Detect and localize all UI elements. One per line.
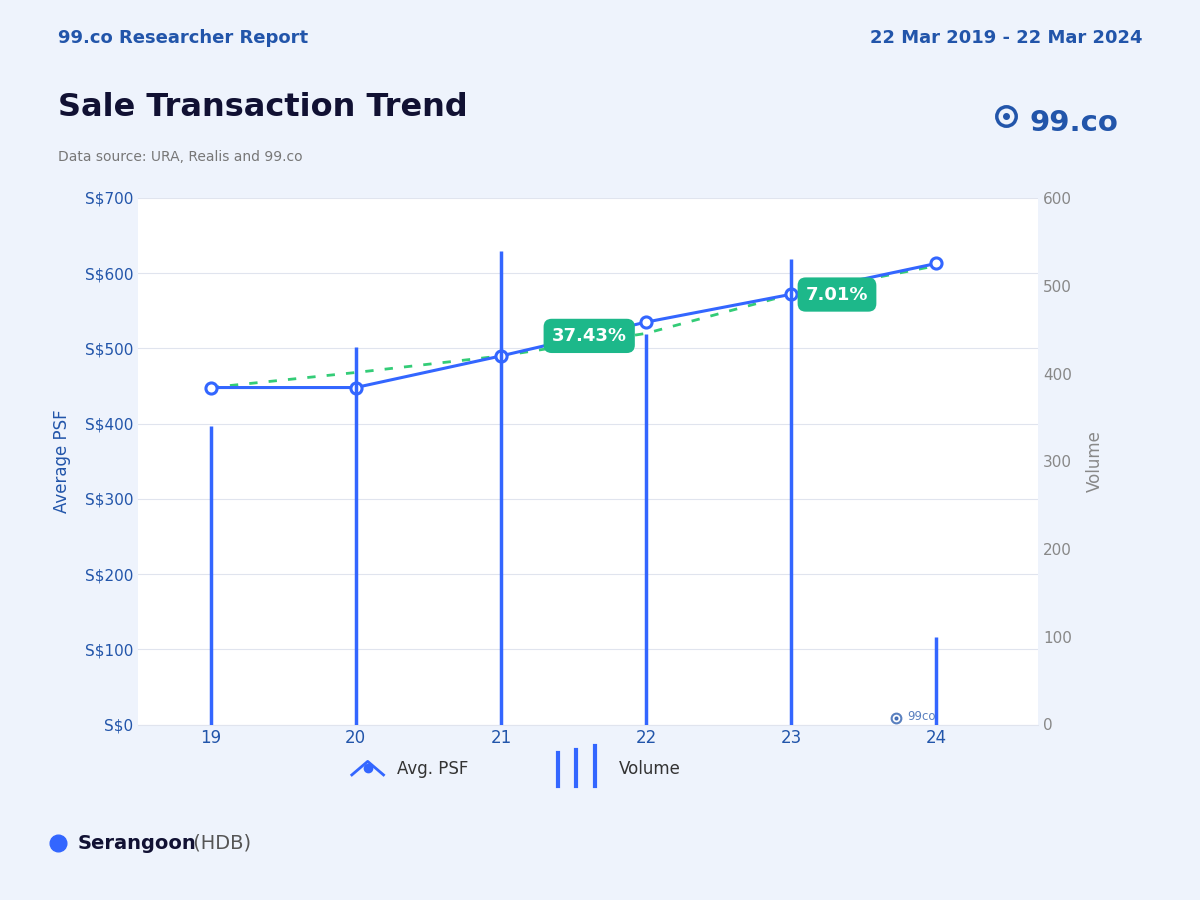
- Text: 99.co: 99.co: [1030, 109, 1118, 137]
- Text: 22 Mar 2019 - 22 Mar 2024: 22 Mar 2019 - 22 Mar 2024: [870, 29, 1142, 47]
- Text: 7.01%: 7.01%: [805, 285, 869, 303]
- Text: Volume: Volume: [618, 760, 680, 778]
- Text: Sale Transaction Trend: Sale Transaction Trend: [58, 92, 467, 123]
- Text: Data source: URA, Realis and 99.co: Data source: URA, Realis and 99.co: [58, 150, 302, 164]
- Text: (HDB): (HDB): [187, 833, 251, 852]
- Text: 99.co Researcher Report: 99.co Researcher Report: [58, 29, 307, 47]
- Text: Serangoon: Serangoon: [78, 833, 197, 852]
- Text: 37.43%: 37.43%: [552, 327, 626, 345]
- Y-axis label: Average PSF: Average PSF: [53, 410, 71, 513]
- Text: 99co: 99co: [907, 710, 936, 723]
- Y-axis label: Volume: Volume: [1086, 430, 1104, 492]
- Text: Avg. PSF: Avg. PSF: [397, 760, 468, 778]
